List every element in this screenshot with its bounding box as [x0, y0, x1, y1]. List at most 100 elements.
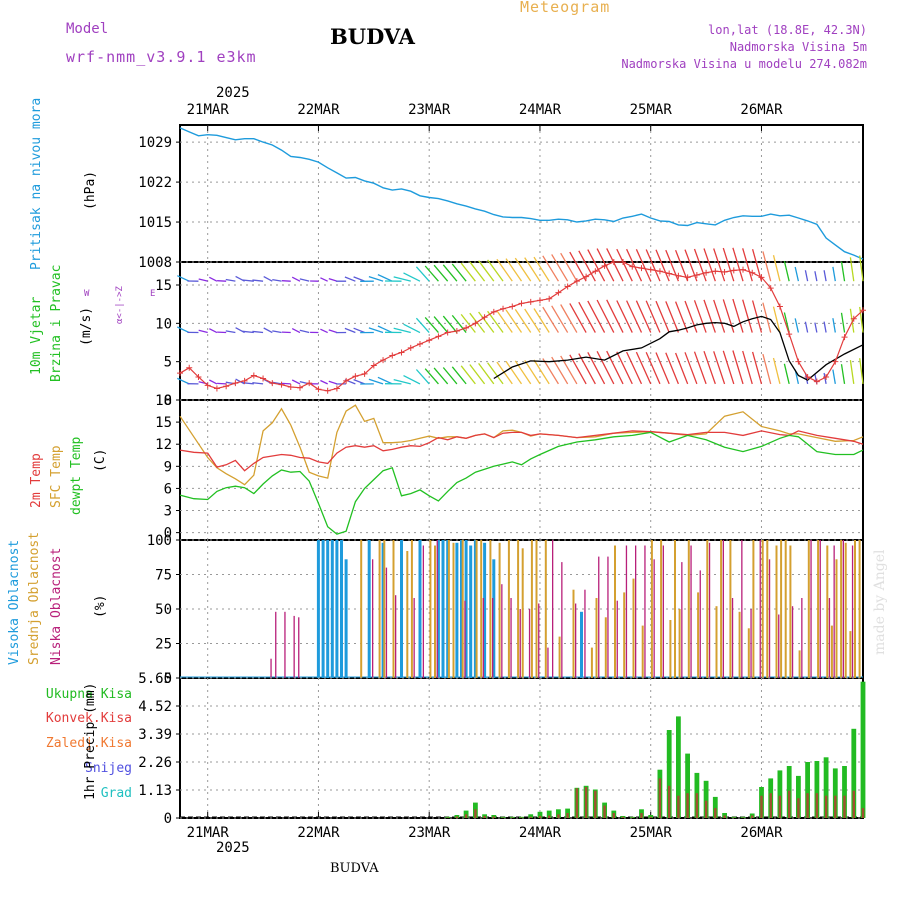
model-elevation: Nadmorska Visina u modelu 274.082m [621, 57, 867, 71]
wind-arrow [272, 330, 282, 334]
cloud-mid-bar [507, 540, 510, 678]
wind-arrow [299, 278, 310, 282]
cloud-low-bar [547, 647, 549, 678]
wind-arrow [606, 350, 624, 385]
wind-arrow [804, 321, 809, 333]
wind-arrow [252, 382, 264, 385]
wind-arrow [424, 265, 439, 282]
wind-arrow [762, 251, 772, 282]
wind-arrow [442, 315, 458, 333]
gust-marker [638, 265, 645, 272]
wind-arrow [722, 299, 735, 333]
gust-marker [333, 385, 340, 392]
cloud-low-bar [833, 545, 835, 678]
day-label-top-22MAR: 22MAR [297, 102, 340, 118]
wind-arrow [542, 255, 559, 282]
precip-conv-bar [557, 814, 560, 818]
wind-arrow [732, 298, 744, 333]
precip-total-bar [851, 728, 857, 818]
cloud-mid-bar [614, 545, 616, 678]
cloud-low-bar [482, 598, 484, 678]
precip-tick-label-5.65: 5.65 [138, 671, 172, 687]
precip-total-bar [805, 762, 810, 818]
wind-arrow [353, 276, 365, 282]
wind-arrow [496, 258, 513, 282]
wind-arrow [177, 326, 190, 334]
cloud-mid-bar [623, 592, 626, 678]
gust-marker [610, 259, 617, 265]
cloud-low-bar [644, 545, 646, 678]
cloud-low-bar [270, 658, 272, 678]
wind-arrow [514, 309, 532, 333]
gust-marker [813, 378, 820, 385]
cloud-mid-bar [697, 592, 700, 678]
gust-marker [204, 382, 211, 389]
precip-conv-bar [861, 808, 865, 818]
cloud-mid-bar [604, 617, 607, 678]
cloud-tick-label-100: 100 [147, 533, 172, 549]
precip-total-bar [546, 810, 552, 818]
precip-conv-bar [677, 795, 680, 818]
wind-arrow [742, 350, 753, 385]
cloud-mid-bar [761, 540, 764, 678]
precip-conv-bar [603, 805, 606, 818]
wind-arrow [722, 350, 735, 385]
cloud-low-bar [436, 540, 438, 678]
cloud-low-bar [828, 598, 831, 678]
wind-arrow [524, 257, 541, 282]
cloud-mid-bar [720, 540, 723, 678]
pressure-tick-label-1029: 1029 [138, 135, 172, 151]
wind-arrow [635, 300, 652, 333]
wind-arrow [368, 275, 384, 282]
wind-arrow [505, 258, 523, 282]
wind-arrow [655, 249, 670, 282]
cloud-mid-bar [840, 540, 843, 678]
day-label-top-24MAR: 24MAR [519, 102, 562, 118]
cloud-low-bar [501, 584, 503, 678]
cloud-mid-bar [784, 540, 787, 678]
day-label-bottom-24MAR: 24MAR [519, 825, 562, 841]
precip-total-bar [556, 809, 561, 818]
cloud-low-bar [699, 570, 701, 678]
cloud-high-bar [400, 540, 403, 678]
wind-arrow [635, 351, 652, 385]
precip-conv-bar [760, 795, 763, 818]
wind-arrow [560, 252, 578, 282]
wind-arrow [320, 328, 328, 334]
gust-marker [647, 266, 654, 273]
cloud-high-bar [344, 559, 348, 678]
precip-conv-bar [806, 793, 809, 818]
wind-arrow [403, 272, 421, 282]
wind-arrow [606, 248, 624, 282]
precip-conv-bar [575, 788, 579, 818]
precip-total-bar [731, 816, 737, 818]
wind-arrow [674, 249, 689, 282]
wind-arrow [616, 351, 633, 385]
cloud-low-bar [284, 611, 286, 678]
cloud-mid-bar [766, 540, 769, 678]
precip-conv-bar [548, 815, 551, 818]
cloud-mid-bar [747, 628, 750, 678]
wind-arrow [794, 266, 800, 282]
wind-arrow [344, 276, 356, 282]
precip-total-bar [666, 730, 672, 818]
cloud-low-bar [413, 598, 415, 678]
cloud-low-bar [791, 606, 794, 678]
wind-arrow [732, 350, 744, 385]
wind-arrow [578, 301, 596, 333]
cloud-mid-bar [858, 540, 861, 678]
cloud-low-bar [662, 545, 664, 678]
wind-arrow [849, 360, 855, 384]
wind-arrow [772, 306, 781, 333]
gust-marker [472, 320, 479, 327]
wind-arrow [606, 299, 624, 333]
wind-arrow [693, 248, 707, 282]
day-label-bottom-25MAR: 25MAR [630, 825, 673, 841]
cloud-mid-bar [452, 542, 455, 678]
wind-arrow [596, 299, 615, 333]
cloud-mid-bar [406, 551, 409, 678]
precip-conv-bar [520, 817, 523, 818]
precip-tick-label-4.52: 4.52 [138, 699, 172, 715]
